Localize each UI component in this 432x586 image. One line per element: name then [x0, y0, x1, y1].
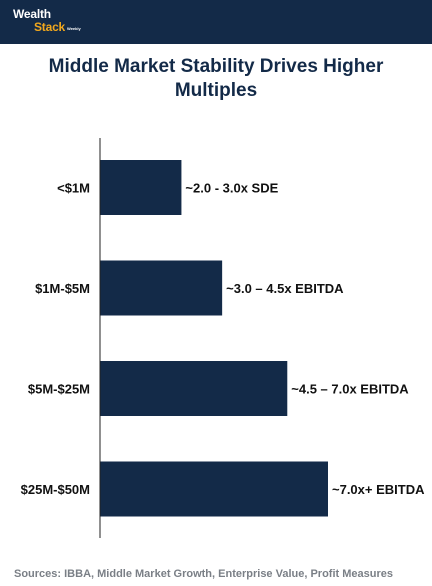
category-label: $25M-$50M	[21, 482, 90, 497]
sources-note: Sources: IBBA, Middle Market Growth, Ent…	[14, 568, 393, 580]
logo-word-stack: Stack	[34, 20, 66, 34]
wealth-stack-logo: Wealth Stack Weekly	[13, 7, 93, 37]
logo-word-weekly: Weekly	[67, 26, 81, 31]
data-label: ~3.0 – 4.5x EBITDA	[226, 281, 344, 296]
header-bar: Wealth Stack Weekly	[0, 0, 432, 44]
bar	[100, 160, 182, 215]
chart-title-line-2: Multiples	[174, 80, 258, 101]
category-label: <$1M	[57, 181, 90, 196]
bar	[100, 361, 288, 416]
bar	[100, 260, 223, 316]
chart-title-line-1: Middle Market Stability Drives Higher	[48, 56, 384, 77]
data-label: ~7.0x+ EBITDA	[332, 482, 425, 497]
logo-word-wealth: Wealth	[13, 7, 51, 21]
data-label: ~4.5 – 7.0x EBITDA	[291, 382, 409, 397]
category-label: $1M-$5M	[35, 281, 90, 296]
bar	[100, 461, 328, 517]
bar-chart: <$1M ~2.0 - 3.0x SDE $1M-$5M ~3.0 – 4.5x EB…	[21, 138, 425, 538]
data-label: ~2.0 - 3.0x SDE	[185, 181, 278, 196]
category-label: $5M-$25M	[28, 382, 90, 397]
chart-title: Middle Market Stability Drives Higher Mu…	[0, 55, 432, 103]
